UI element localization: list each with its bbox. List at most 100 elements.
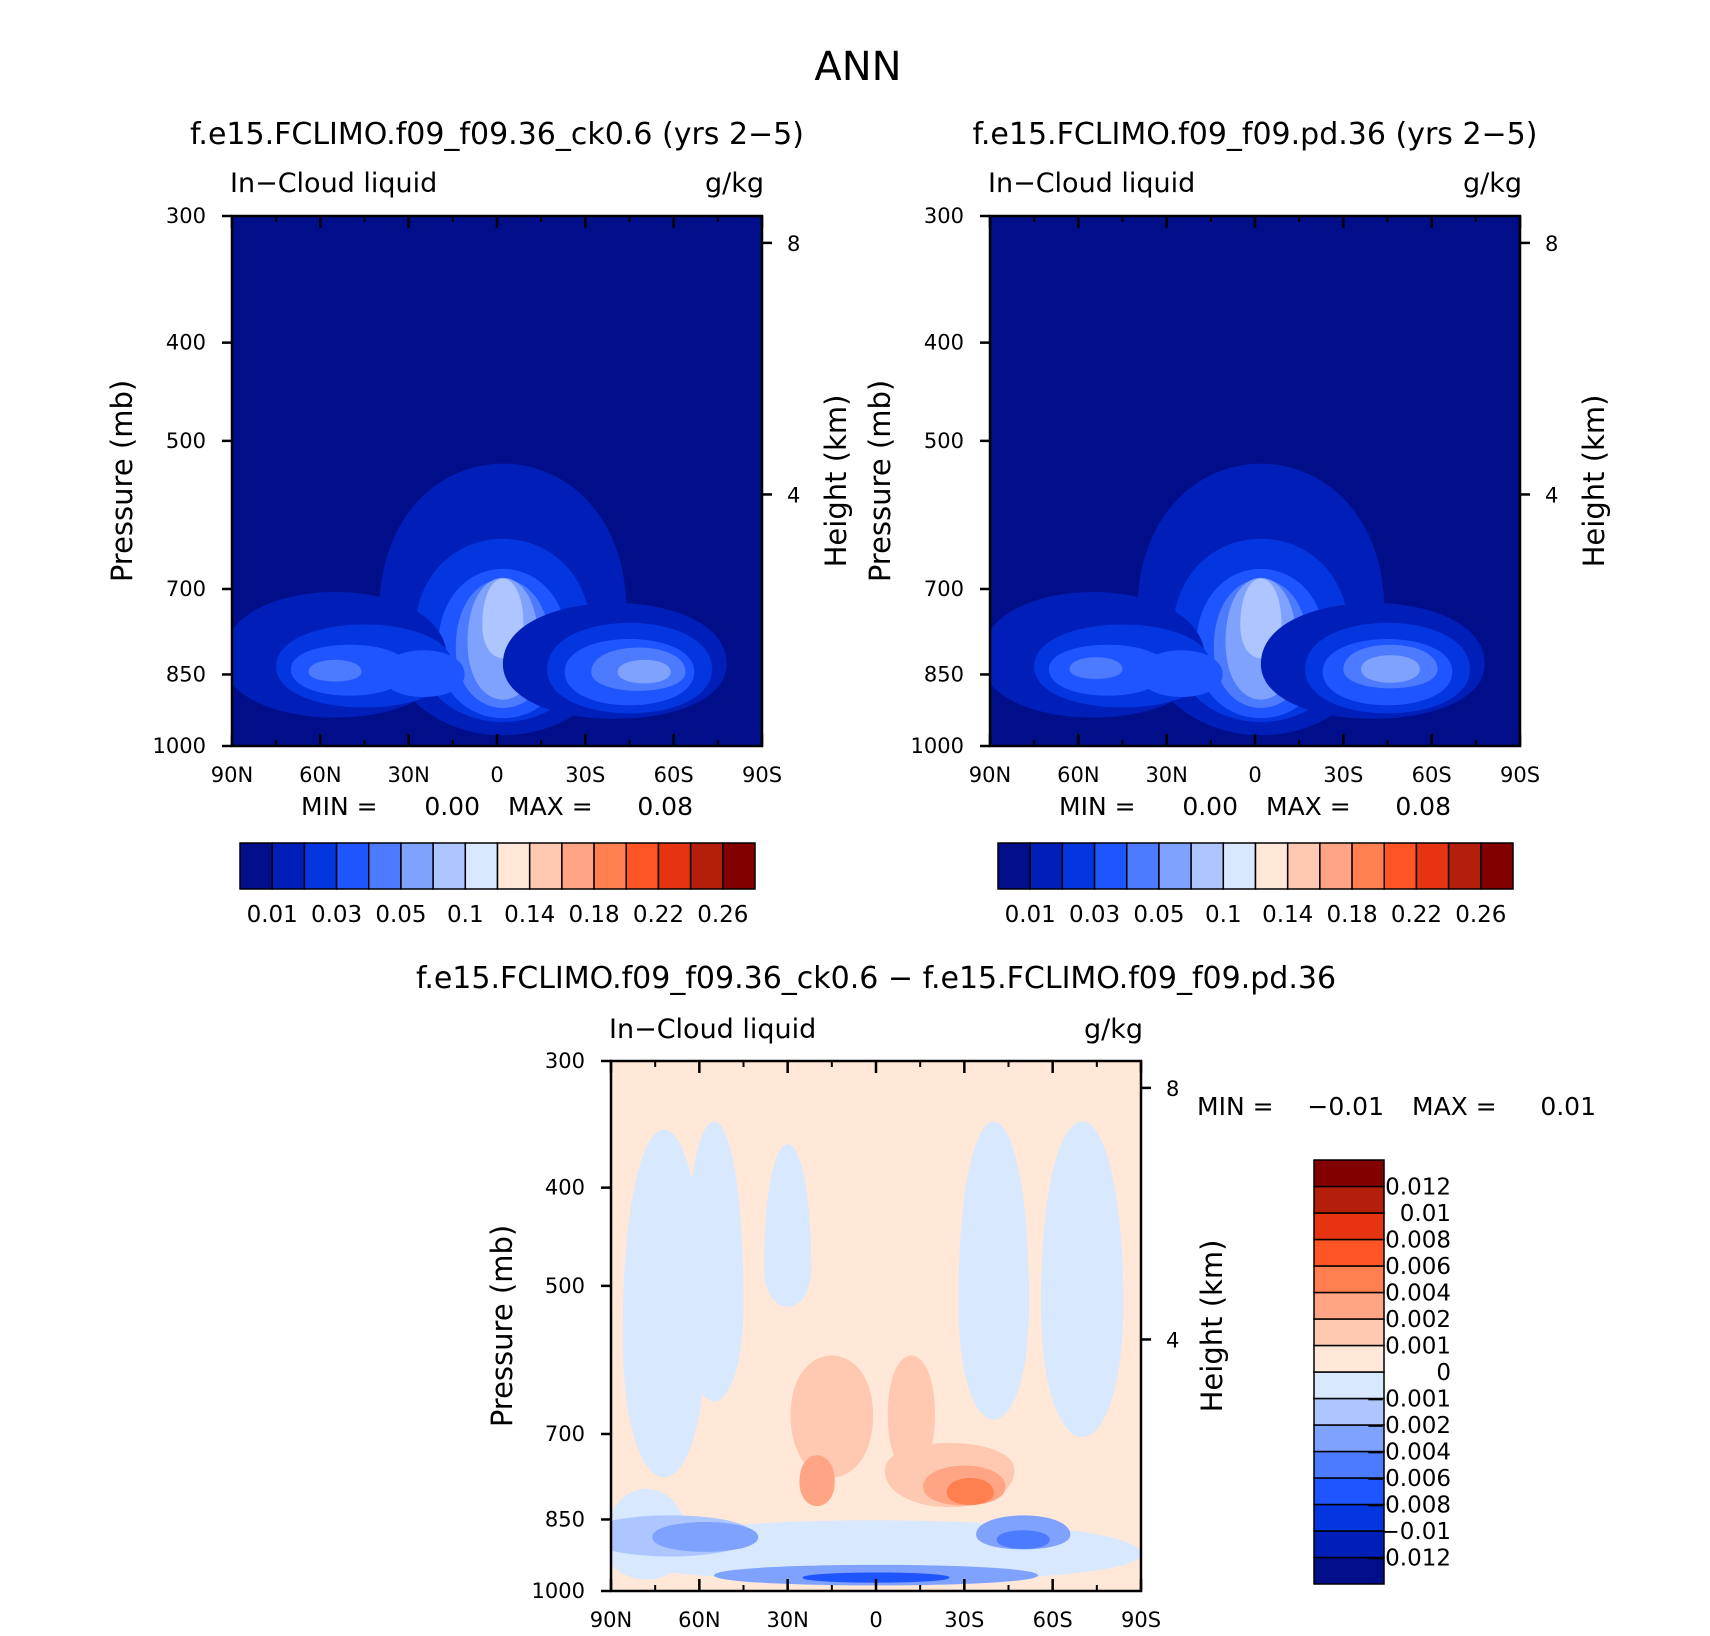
panel-difference-colorbar: 0.0120.010.0080.0060.0040.0020.0010−0.00… [1313,1159,1451,1585]
panel-control-colorbar-box [1254,842,1289,890]
panel-test-colorbar: 0.01 0.03 0.05 0.1 0.14 0.18 0.22 0.26 [239,842,756,928]
panel-difference-colorbar-label: −0.006 [1366,1466,1451,1492]
panel-test-y-label: Pressure (mb) [105,380,139,582]
panel-control-title: f.e15.FCLIMO.f09_f09.pd.36 (yrs 2−5) [973,117,1538,152]
panel-test-y-tick-label: 300 [166,204,206,228]
panel-control-colorbar-box [1126,842,1160,890]
panel-test-title: f.e15.FCLIMO.f09_f09.36_ck0.6 (yrs 2−5) [190,117,804,152]
panel-test-colorbar-box [561,842,595,890]
panel-control-y2-label: Height (km) [1577,395,1611,568]
panel-difference-plot [611,1061,1141,1591]
panel-difference-x-tick-label: 0 [869,1608,882,1632]
panel-difference-colorbar-box [1313,1503,1385,1532]
panel-control-x-tick-label: 30N [1145,763,1187,787]
panel-control-y-label: Pressure (mb) [863,380,897,582]
panel-control-y2-tick-label: 8 [1545,232,1558,256]
panel-control-y-tick-label: 300 [924,204,964,228]
panel-test-y-tick-label: 400 [166,331,206,355]
panel-difference-x-tick-label: 30S [944,1608,984,1632]
panel-control-colorbar-box [1480,842,1514,890]
panel-difference-colorbar-box [1313,1291,1385,1320]
panel-control-plot [990,216,1520,746]
panel-difference-colorbar-box [1313,1397,1385,1426]
panel-difference-contour-18 [802,1572,950,1583]
panel-control-colorbar-label: 0.14 [1262,902,1313,928]
panel-difference-colorbar-label: 0.008 [1385,1228,1451,1254]
panel-difference-contour-10 [799,1455,835,1507]
panel-control-x-tick-label: 30S [1323,763,1363,787]
panel-difference-contour-1 [684,1121,744,1402]
panel-difference-colorbar-label: −0.01 [1381,1519,1451,1545]
panel-test-y2-tick-label: 8 [787,232,800,256]
panel-test-x-tick-label: 60N [299,763,341,787]
panel-control-colorbar-label: 0.22 [1391,902,1442,928]
panel-control-left-string: In−Cloud liquid [988,168,1195,199]
panel-test-colorbar-box [464,842,499,890]
panel-test-y-tick-label: 500 [166,429,206,453]
panel-test-colorbar-box [271,842,306,890]
panel-control-y-tick-label: 400 [924,331,964,355]
panel-test-y2-label: Height (km) [819,395,853,568]
panel-control-x-tick-label: 0 [1248,763,1261,787]
panel-test-x-tick-label: 90N [211,763,253,787]
panel-test-x-tick-label: 30S [565,763,605,787]
panel-difference-max-value: 0.01 [1540,1092,1596,1121]
panel-difference-x-tick-label: 90N [590,1608,632,1632]
panel-control-colorbar-box [1029,842,1064,890]
panel-control-colorbar-box [1190,842,1225,890]
panel-difference-y-tick-label: 300 [545,1049,585,1073]
panel-test-colorbar-box [303,842,338,890]
panel-difference-x-tick-label: 90S [1121,1608,1161,1632]
panel-difference-max-label: MAX = [1412,1092,1497,1121]
panel-control-colorbar-box [1383,842,1418,890]
panel-test-colorbar-box [400,842,434,890]
panel-difference-colorbar-label: 0.012 [1385,1175,1451,1201]
panel-difference-colorbar-box [1313,1265,1385,1294]
panel-control-y-tick-label: 700 [924,577,964,601]
panel-test-plot [232,216,762,746]
panel-test-colorbar-box [722,842,756,890]
panel-control-colorbar-label: 0.01 [1005,902,1056,928]
panel-test-x-tick-label: 30N [387,763,429,787]
panel-control-y-tick-label: 500 [924,429,964,453]
panel-control-colorbar-box [1447,842,1482,890]
panel-control-contour-14 [1069,657,1123,679]
panel-test-y-tick-label: 700 [166,577,206,601]
panel-control-colorbar-box [1286,842,1321,890]
panel-test-colorbar-box [335,842,370,890]
panel-difference-colorbar-label: 0.004 [1385,1281,1451,1307]
panel-control-y2-tick-label: 4 [1545,483,1558,507]
panel-difference-colorbar-label: 0.002 [1385,1307,1451,1333]
panel-difference-colorbar-box [1313,1344,1385,1373]
panel-control-y-tick-label: 850 [924,662,964,686]
panel-test-contour-10 [617,659,671,684]
figure-title: ANN [814,44,901,90]
panel-control-colorbar-box [1093,842,1128,890]
panel-difference-min-value: −0.01 [1307,1092,1384,1121]
panel-test-colorbar-label: 0.01 [247,902,298,928]
panel-test-colorbar-box [239,842,273,890]
panel-difference-colorbar-label: 0.01 [1400,1201,1451,1227]
panel-test-colorbar-box [689,842,724,890]
panel-difference-y-tick-label: 1000 [532,1579,585,1603]
panel-test-colorbar-label: 0.05 [375,902,426,928]
panel-difference-y-tick-label: 400 [545,1176,585,1200]
panel-control-colorbar-label: 0.03 [1069,902,1120,928]
panel-test-contour-14 [308,659,362,682]
panel-test-min-value: 0.00 [424,792,480,821]
panel-difference-contour-0 [622,1129,706,1478]
panel-difference-left-string: In−Cloud liquid [609,1014,816,1045]
panel-test-max-value: 0.08 [637,792,693,821]
panel-difference-contour-2 [764,1144,812,1307]
panel-difference-colorbar-box [1313,1556,1385,1585]
panel-test-y2-tick-label: 4 [787,483,800,507]
panel-difference-colorbar-label: 0.006 [1385,1254,1451,1280]
panel-test-colorbar-box [593,842,627,890]
panel-difference-colorbar-label: −0.008 [1366,1493,1451,1519]
panel-test-left-string: In−Cloud liquid [230,168,437,199]
panel-control-colorbar: 0.01 0.03 0.05 0.1 0.14 0.18 0.22 0.26 [997,842,1514,928]
panel-control-y-tick-label: 1000 [911,734,964,758]
panel-control-colorbar-box [1319,842,1353,890]
panel-difference-y-tick-label: 850 [545,1507,585,1531]
